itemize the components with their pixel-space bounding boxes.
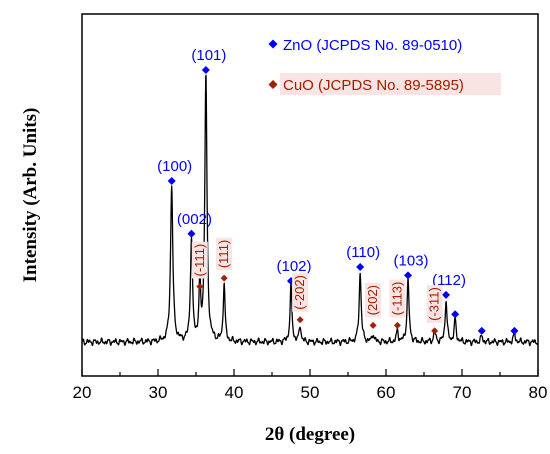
y-axis-title: Intensity (Arb. Units) xyxy=(20,108,41,283)
zno-peak-label: (103) xyxy=(394,252,429,269)
cuo-peak-label: (-202) xyxy=(292,275,307,310)
x-tick-label: 30 xyxy=(149,383,168,402)
cuo-peak-label-group: (-113) xyxy=(389,279,406,318)
zno-peak-label: (002) xyxy=(177,211,212,228)
cuo-peak-marker xyxy=(220,274,228,282)
cuo-peak-label-group: (-111) xyxy=(191,241,208,279)
cuo-peak-marker xyxy=(431,327,439,335)
cuo-peak-label-group: (-202) xyxy=(292,273,309,312)
cuo-peak-label-bg xyxy=(191,241,208,279)
cuo-peak-marker xyxy=(196,282,204,290)
cuo-peak-label-group: (202) xyxy=(365,282,382,318)
x-tick-label: 70 xyxy=(453,383,472,402)
x-axis-title: 2θ (degree) xyxy=(265,424,355,445)
zno-peak-marker xyxy=(356,263,365,272)
x-tick-label: 60 xyxy=(377,383,396,402)
cuo-peak-label-bg xyxy=(216,237,233,271)
zno-peak-label: (101) xyxy=(191,47,226,64)
cuo-peak-marker xyxy=(296,316,304,324)
zno-peak-marker xyxy=(167,177,176,186)
x-tick-labels: 20 30 40 50 60 70 80 xyxy=(73,383,548,402)
zno-peak-label: (102) xyxy=(276,258,311,275)
cuo-peak-label: (202) xyxy=(365,285,380,315)
legend-zno-label: ZnO (JCPDS No. 89-0510) xyxy=(283,37,462,54)
zno-peak-marker xyxy=(187,229,196,238)
x-tick-label: 40 xyxy=(225,383,244,402)
zno-peak-marker xyxy=(404,271,413,280)
legend-cuo-bg xyxy=(280,73,501,95)
zno-peak-label: (112) xyxy=(432,272,466,289)
axis-ticks xyxy=(81,369,539,376)
zno-peak-label: (100) xyxy=(157,158,192,175)
cuo-peak-label: (-311) xyxy=(427,287,442,321)
cuo-peak-label-bg xyxy=(389,279,406,318)
cuo-peak-label-bg xyxy=(292,273,309,312)
cuo-peak-label-group: (111) xyxy=(216,237,233,271)
cuo-peak-label: (111) xyxy=(216,240,231,268)
zno-peak-marker xyxy=(510,326,519,335)
zno-peak-marker xyxy=(451,310,460,319)
zno-peak-marker xyxy=(201,66,210,74)
cuo-peak-label-bg xyxy=(365,282,382,318)
cuo-peak-label-group: (-311) xyxy=(426,285,443,323)
zno-peak-label: (110) xyxy=(346,244,380,261)
cuo-peak-label: (-111) xyxy=(192,244,207,277)
zno-peak-marker xyxy=(442,290,451,299)
zno-peak-marker xyxy=(477,326,486,335)
xrd-pattern-line xyxy=(81,74,539,347)
legend-zno-marker xyxy=(268,39,278,49)
x-tick-label: 80 xyxy=(529,383,548,402)
plot-frame xyxy=(81,13,539,377)
x-tick-label: 20 xyxy=(73,383,92,402)
cuo-peak-label-bg xyxy=(426,285,443,323)
legend-cuo-marker xyxy=(268,80,278,89)
x-tick-label: 50 xyxy=(301,383,320,402)
legend: ZnO (JCPDS No. 89-0510) CuO (JCPDS No. 8… xyxy=(268,37,501,95)
cuo-peak-marker xyxy=(369,321,377,329)
cuo-peak-label: (-113) xyxy=(389,282,404,316)
cuo-peak-marker xyxy=(393,321,401,329)
legend-cuo-label: CuO (JCPDS No. 89-5895) xyxy=(283,77,464,94)
peak-markers: (100) (002) (101) (102) (110) (103)(112) (-111… xyxy=(157,47,519,335)
